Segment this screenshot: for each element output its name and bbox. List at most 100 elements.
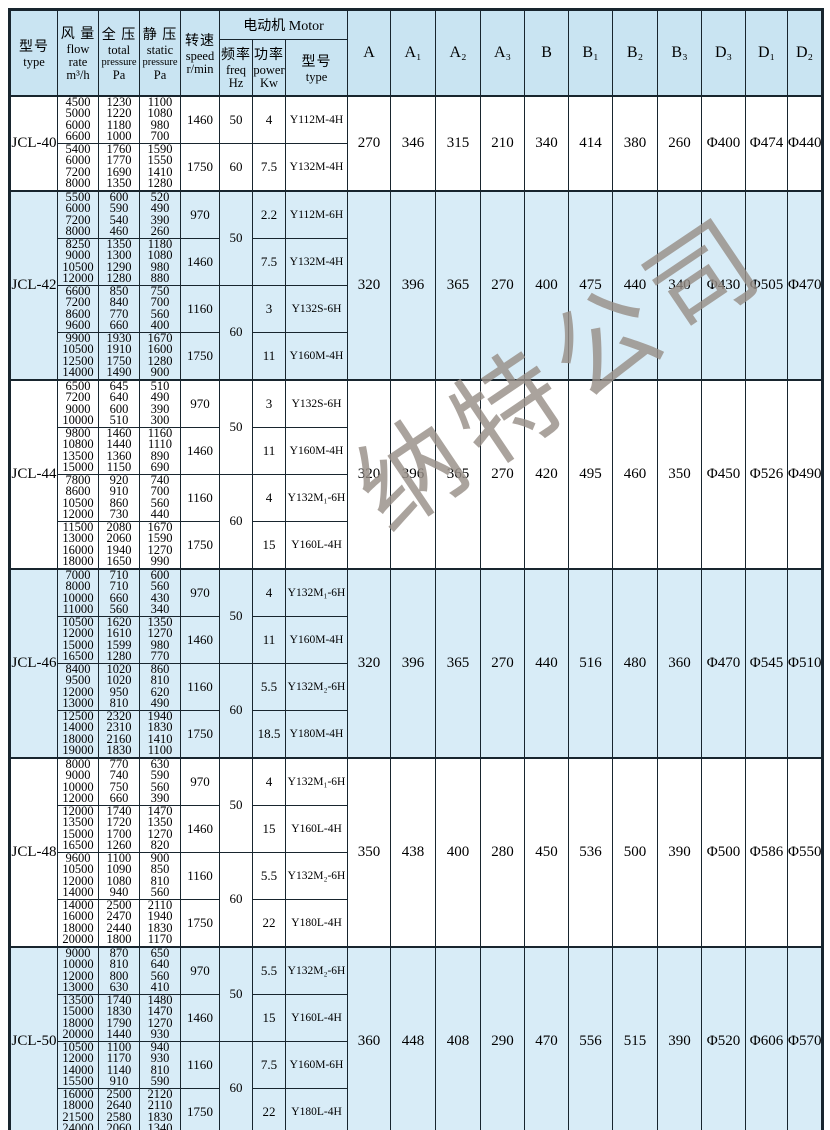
header-motor-type-line: type	[305, 69, 328, 84]
value-line: 15500	[62, 1074, 94, 1088]
static-pressure-values-cell: 900 850 810 560	[139, 851, 181, 900]
dim-value-cell: 390	[657, 756, 703, 947]
dim-value-cell: 480	[612, 567, 659, 758]
value-line: 12500	[62, 353, 94, 368]
header-speed-line: r/min	[186, 61, 214, 76]
dim-value-cell: 500	[612, 756, 659, 947]
header-flow-line: 风 量	[60, 27, 96, 43]
value-line: 1830	[106, 743, 132, 757]
value-line: 1460	[106, 427, 132, 440]
value-line: 1170	[147, 932, 173, 946]
speed-cell: 1460	[180, 804, 220, 853]
value-line: 9000	[65, 401, 91, 416]
dim-value-cell: 320	[347, 567, 392, 758]
dim-value-cell: 270	[347, 94, 392, 191]
value-line: 9600	[65, 852, 91, 865]
speed-cell: 970	[180, 567, 220, 617]
header-dim-8: B₃	[657, 9, 703, 96]
header-dim-10: D₁	[745, 9, 789, 96]
header-static-pressure-lines: 静 压 static pressure Pa	[141, 24, 180, 82]
value-line: 410	[150, 980, 170, 994]
motor-type-cell: Y160L-4H	[284, 520, 349, 569]
dim-value-cell: Φ450	[701, 378, 747, 569]
flow-values-cell: 14000 16000 18000 20000	[57, 898, 99, 947]
value-line: 1690	[106, 164, 132, 179]
value-line: 1270	[147, 1015, 173, 1030]
value-line: 1100	[106, 1041, 132, 1054]
value-line: 1270	[147, 826, 173, 841]
value-line: 2640	[106, 1098, 132, 1112]
total-pressure-values-cell: 1620 1610 1599 1280	[98, 615, 140, 664]
table-row: 7800 8600 10500 12000 920 910 860 730 740 700 560 4…	[10, 473, 823, 569]
value-line: 5500	[65, 190, 91, 204]
power-cell: 5.5	[252, 851, 286, 900]
value-line: 10000	[62, 590, 94, 605]
dim-value-cell: 448	[390, 945, 437, 1130]
value-line: 19000	[62, 743, 94, 757]
value-line: 1300	[106, 248, 132, 262]
dim-value-cell: 460	[612, 378, 659, 569]
power-cell: 18.5	[252, 709, 286, 758]
value-line: 1440	[106, 1027, 132, 1041]
value-line: 12000	[62, 1051, 94, 1065]
value-line: 1280	[106, 649, 132, 663]
table-row: 10500 12000 15000 16500 1620 1610 1599 1280 1350…	[10, 615, 823, 664]
value-line: 750	[150, 285, 170, 298]
table-row: JCL-40 4500 5000 6000 6600 1230 1220 1180 1000 11…	[9, 94, 824, 191]
header-motor-type-lines: 型号 type	[287, 51, 347, 84]
value-line: 13000	[62, 696, 94, 710]
value-line: 1940	[147, 710, 173, 723]
value-line: 740	[150, 474, 170, 487]
value-line: 810	[109, 696, 129, 710]
power-cell: 3	[252, 378, 286, 428]
dim-value-cell: 280	[480, 756, 526, 947]
value-line: 1470	[147, 1004, 173, 1018]
header-dim-4: A₃	[480, 9, 526, 96]
value-line: 1940	[106, 542, 132, 557]
flow-values-cell: 6500 7200 9000 10000	[57, 378, 99, 428]
flow-values-cell: 9800 10800 13500 15000	[57, 426, 99, 475]
value-line: 9800	[65, 427, 91, 440]
power-cell: 15	[252, 993, 286, 1042]
table-row: 5400 6000 7200 8000 1760 1770 1690 1350 1590 1550…	[10, 142, 823, 191]
speed-cell: 1460	[180, 993, 220, 1042]
value-line: 1100	[147, 95, 173, 109]
static-pressure-values-cell: 600 560 430 340	[139, 567, 181, 617]
value-line: 1750	[106, 353, 132, 368]
value-line: 390	[150, 401, 170, 416]
value-line: 1100	[147, 743, 173, 757]
value-line: 900	[150, 365, 170, 379]
value-line: 1590	[147, 143, 173, 156]
value-line: 640	[150, 957, 170, 971]
value-line: 750	[109, 779, 129, 794]
value-line: 1600	[147, 342, 173, 356]
value-line: 630	[109, 980, 129, 994]
dim-value-cell: 556	[568, 945, 614, 1130]
value-line: 6000	[65, 117, 91, 132]
value-line: 1360	[106, 448, 132, 463]
power-cell: 15	[252, 520, 286, 569]
value-line: 8000	[65, 757, 91, 771]
value-line: 2110	[147, 899, 173, 912]
value-line: 560	[150, 306, 170, 321]
value-line: 1290	[106, 259, 132, 274]
motor-type-cell: Y132S-6H	[284, 284, 349, 333]
value-line: 810	[109, 957, 129, 971]
header-type-lines: 型号 type	[11, 36, 57, 69]
value-line: 1150	[106, 460, 132, 474]
value-line: 1140	[106, 1062, 132, 1077]
value-line: 490	[150, 201, 170, 215]
header-freq: 频率 freq Hz	[219, 39, 253, 96]
value-line: 820	[150, 838, 170, 852]
value-line: 600	[150, 568, 170, 582]
value-line: 620	[150, 684, 170, 699]
value-line: 1180	[147, 238, 173, 251]
table-row: 9800 10800 13500 15000 1460 1440 1360 1150 1160 1…	[10, 426, 823, 475]
total-pressure-values-cell: 920 910 860 730	[98, 473, 140, 522]
total-pressure-values-cell: 1740 1830 1790 1440	[98, 993, 140, 1042]
value-line: 910	[109, 484, 129, 498]
dim-value-cell: Φ526	[745, 378, 789, 569]
value-line: 1080	[106, 873, 132, 888]
table-row: JCL-46 7000 8000 10000 11000 710 710 660 560 600 5…	[9, 567, 824, 758]
freq-cell: 60	[219, 1040, 253, 1130]
